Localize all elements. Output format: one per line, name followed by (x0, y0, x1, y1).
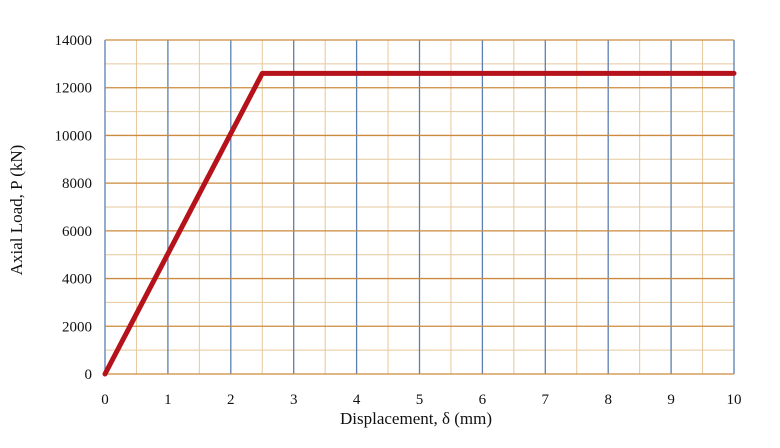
x-tick-label: 5 (416, 392, 424, 408)
y-tick-label: 10000 (55, 128, 93, 144)
x-tick-label: 9 (667, 392, 675, 408)
x-tick-label: 7 (542, 392, 550, 408)
y-tick-label: 14000 (55, 33, 93, 49)
y-tick-label: 4000 (62, 272, 92, 288)
y-tick-label: 6000 (62, 224, 92, 240)
x-tick-label: 1 (164, 392, 172, 408)
series-layer (102, 70, 737, 377)
series-line (102, 70, 737, 377)
x-tick-labels: 0 1 2 3 4 5 6 7 8 9 10 (101, 392, 741, 408)
x-tick-label: 3 (290, 392, 298, 408)
x-tick-label: 2 (227, 392, 235, 408)
x-tick-label: 0 (101, 392, 109, 408)
grid (104, 39, 735, 375)
x-tick-label: 8 (604, 392, 612, 408)
y-tick-label: 8000 (62, 176, 92, 192)
y-tick-label: 0 (85, 367, 93, 383)
x-tick-label: 10 (727, 392, 742, 408)
y-tick-labels: 0 2000 4000 6000 8000 10000 12000 14000 (55, 33, 93, 383)
y-axis-title: Axial Load, P (kN) (7, 145, 26, 276)
x-tick-label: 4 (353, 392, 361, 408)
x-axis-title: Displacement, δ (mm) (340, 409, 492, 428)
x-tick-label: 6 (479, 392, 487, 408)
y-tick-label: 12000 (55, 81, 93, 97)
y-tick-label: 2000 (62, 319, 92, 335)
